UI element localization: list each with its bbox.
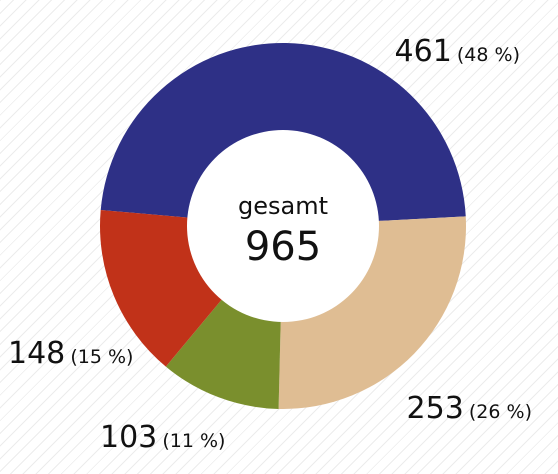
slice-label-beige: 253 (26 %) <box>407 394 532 424</box>
slice-label-blue: 461 (48 %) <box>395 37 520 67</box>
center-total-value: 965 <box>245 224 321 270</box>
slice-percent: (11 %) <box>162 430 226 452</box>
donut-hole <box>187 130 379 322</box>
slice-value: 461 <box>394 34 452 69</box>
slice-value: 103 <box>100 420 158 455</box>
slice-percent: (15 %) <box>70 346 134 368</box>
slice-label-green: 103 (11 %) <box>100 423 225 453</box>
center-title: gesamt <box>238 192 328 220</box>
slice-value: 253 <box>406 391 464 426</box>
slice-percent: (26 %) <box>468 401 532 423</box>
slice-percent: (48 %) <box>456 44 520 66</box>
slice-value: 148 <box>8 336 66 371</box>
slice-label-red: 148 (15 %) <box>8 339 133 369</box>
